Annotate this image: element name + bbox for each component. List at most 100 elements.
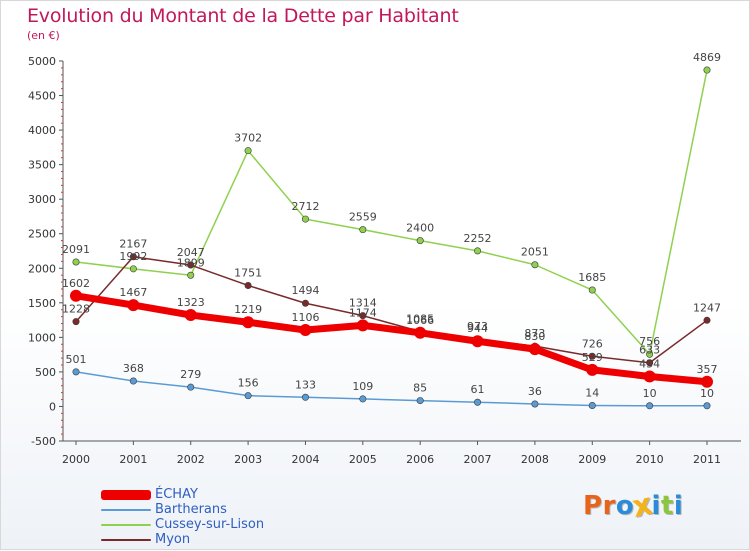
data-label-cussey-sur-lison: 756 <box>639 335 660 348</box>
y-minor-tick <box>61 177 63 179</box>
data-label-myon: 726 <box>582 337 603 350</box>
legend-label-myon: Myon <box>155 532 191 547</box>
series-line-echay <box>72 292 711 386</box>
data-point-echay <box>471 335 484 348</box>
y-tick-label: 4000 <box>28 124 56 137</box>
data-label-bartherans: 156 <box>238 377 259 390</box>
data-label-cussey-sur-lison: 1992 <box>119 250 147 263</box>
legend-item-bartherans: Bartherans <box>101 502 264 517</box>
data-label-bartherans: 501 <box>66 353 87 366</box>
data-point-echay <box>242 316 255 329</box>
y-minor-tick <box>61 212 63 214</box>
legend-label-bartherans: Bartherans <box>155 502 227 517</box>
data-point-myon <box>187 261 195 269</box>
data-label-cussey-sur-lison: 1685 <box>578 271 606 284</box>
x-tick-label: 2006 <box>406 453 434 466</box>
y-minor-tick <box>61 295 63 297</box>
legend-swatch-echay <box>101 489 151 500</box>
data-label-myon: 1751 <box>234 266 262 279</box>
x-tick-label: 2007 <box>464 453 492 466</box>
y-minor-tick <box>61 219 63 221</box>
y-minor-tick <box>61 323 63 325</box>
data-point-myon <box>703 316 711 324</box>
y-minor-tick <box>61 433 63 435</box>
data-point-echay <box>184 309 197 322</box>
x-tick-label: 2002 <box>177 453 205 466</box>
y-tick-label: 1000 <box>28 331 56 344</box>
series-line-myon <box>75 255 708 364</box>
data-label-cussey-sur-lison: 2400 <box>406 222 434 235</box>
data-point-myon <box>359 312 367 320</box>
data-point-bartherans <box>531 400 539 408</box>
data-label-echay: 357 <box>697 363 718 376</box>
data-point-cussey-sur-lison <box>703 66 711 74</box>
series-line-bartherans <box>75 371 708 407</box>
data-point-myon <box>646 359 654 367</box>
data-point-cussey-sur-lison <box>129 265 137 273</box>
y-minor-tick <box>61 343 63 345</box>
data-label-myon: 873 <box>524 327 545 340</box>
data-point-cussey-sur-lison <box>416 237 424 245</box>
y-minor-tick <box>61 274 63 276</box>
chart-title: Evolution du Montant de la Dette par Hab… <box>27 5 459 27</box>
y-minor-tick <box>61 309 63 311</box>
data-label-myon: 1494 <box>291 284 319 297</box>
legend-label-echay: ÉCHAY <box>155 487 198 502</box>
data-label-cussey-sur-lison: 2252 <box>464 232 492 245</box>
y-minor-tick <box>61 226 63 228</box>
data-point-cussey-sur-lison <box>187 271 195 279</box>
y-tick-label: 5000 <box>28 55 56 68</box>
y-minor-tick <box>61 419 63 421</box>
legend-swatch-myon <box>101 538 151 541</box>
y-minor-tick <box>61 205 63 207</box>
y-minor-tick <box>61 247 63 249</box>
data-label-bartherans: 10 <box>700 387 714 400</box>
y-minor-tick <box>61 108 63 110</box>
data-label-echay: 1323 <box>177 296 205 309</box>
data-point-bartherans <box>416 397 424 405</box>
data-label-bartherans: 10 <box>643 387 657 400</box>
data-label-myon: 1228 <box>62 303 90 316</box>
data-point-echay <box>356 319 369 332</box>
x-tick-label: 2001 <box>119 453 147 466</box>
data-point-myon <box>244 281 252 289</box>
y-tick-label: 3500 <box>28 159 56 172</box>
y-minor-tick <box>61 316 63 318</box>
y-minor-tick <box>61 171 63 173</box>
data-point-cussey-sur-lison <box>301 215 309 223</box>
y-minor-tick <box>61 115 63 117</box>
y-minor-tick <box>61 378 63 380</box>
data-label-myon: 1085 <box>406 312 434 325</box>
chart-subtitle: (en €) <box>27 29 60 42</box>
data-point-cussey-sur-lison <box>646 350 654 358</box>
y-tick-label: 2500 <box>28 228 56 241</box>
y-minor-tick <box>61 281 63 283</box>
data-label-bartherans: 14 <box>585 386 599 399</box>
x-tick-label: 2005 <box>349 453 377 466</box>
data-point-cussey-sur-lison <box>531 261 539 269</box>
x-tick-label: 2010 <box>636 453 664 466</box>
data-label-bartherans: 279 <box>180 368 201 381</box>
y-minor-tick <box>61 184 63 186</box>
y-minor-tick <box>61 253 63 255</box>
proxiti-logo: Proxiti <box>583 487 684 525</box>
data-point-myon <box>588 352 596 360</box>
x-tick-label: 2008 <box>521 453 549 466</box>
y-tick-label: 3000 <box>28 193 56 206</box>
y-minor-tick <box>61 364 63 366</box>
y-minor-tick <box>61 412 63 414</box>
data-label-cussey-sur-lison: 3702 <box>234 132 262 145</box>
legend-label-cussey-sur-lison: Cussey-sur-Lison <box>155 517 265 532</box>
data-label-echay: 434 <box>639 357 660 370</box>
data-point-cussey-sur-lison <box>72 258 80 266</box>
data-point-bartherans <box>301 393 309 401</box>
y-minor-tick <box>61 329 63 331</box>
y-minor-tick <box>61 288 63 290</box>
data-point-myon <box>301 299 309 307</box>
y-minor-tick <box>61 426 63 428</box>
y-tick-label: 0 <box>49 400 56 413</box>
y-minor-tick <box>61 136 63 138</box>
y-tick-label: 1500 <box>28 297 56 310</box>
data-label-myon: 2047 <box>177 246 205 259</box>
y-minor-tick <box>61 392 63 394</box>
